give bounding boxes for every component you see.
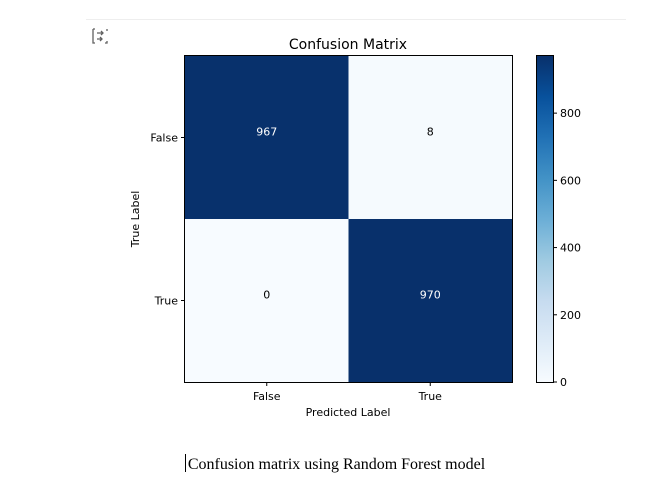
colorbar-tick-label-1: 200 [560, 309, 581, 322]
text-cursor [185, 454, 186, 472]
chart-title: Confusion Matrix [289, 37, 407, 53]
x-tick-label-0: False [253, 390, 281, 403]
cell-value-label-0-0: 967 [256, 126, 277, 139]
x-axis-ticks: False True [253, 382, 442, 403]
colorbar: 0 200 400 600 800 [537, 56, 582, 390]
heatmap-cells: 967 8 0 970 [185, 56, 512, 382]
colorbar-tick-label-0: 0 [560, 376, 567, 389]
confusion-matrix-chart: Confusion Matrix 967 8 0 970 False True Fals… [0, 0, 670, 440]
y-axis-label: True Label [129, 191, 142, 249]
x-axis-label: Predicted Label [306, 406, 391, 419]
y-tick-label-0: False [150, 132, 178, 145]
x-tick-label-1: True [418, 390, 443, 403]
colorbar-ticks: 0 200 400 600 800 [553, 107, 581, 389]
caption-text: Confusion matrix using Random Forest mod… [188, 456, 485, 473]
y-tick-label-1: True [154, 295, 179, 308]
y-axis-ticks: False True [150, 132, 185, 308]
colorbar-tick-label-3: 600 [560, 174, 581, 187]
colorbar-gradient [537, 56, 553, 382]
cell-value-label-1-0: 0 [263, 289, 270, 302]
cell-value-label-1-1: 970 [420, 289, 441, 302]
colorbar-tick-label-4: 800 [560, 107, 581, 120]
cell-value-label-0-1: 8 [427, 126, 434, 139]
figure-caption: Confusion matrix using Random Forest mod… [0, 454, 670, 474]
colorbar-tick-label-2: 400 [560, 242, 581, 255]
